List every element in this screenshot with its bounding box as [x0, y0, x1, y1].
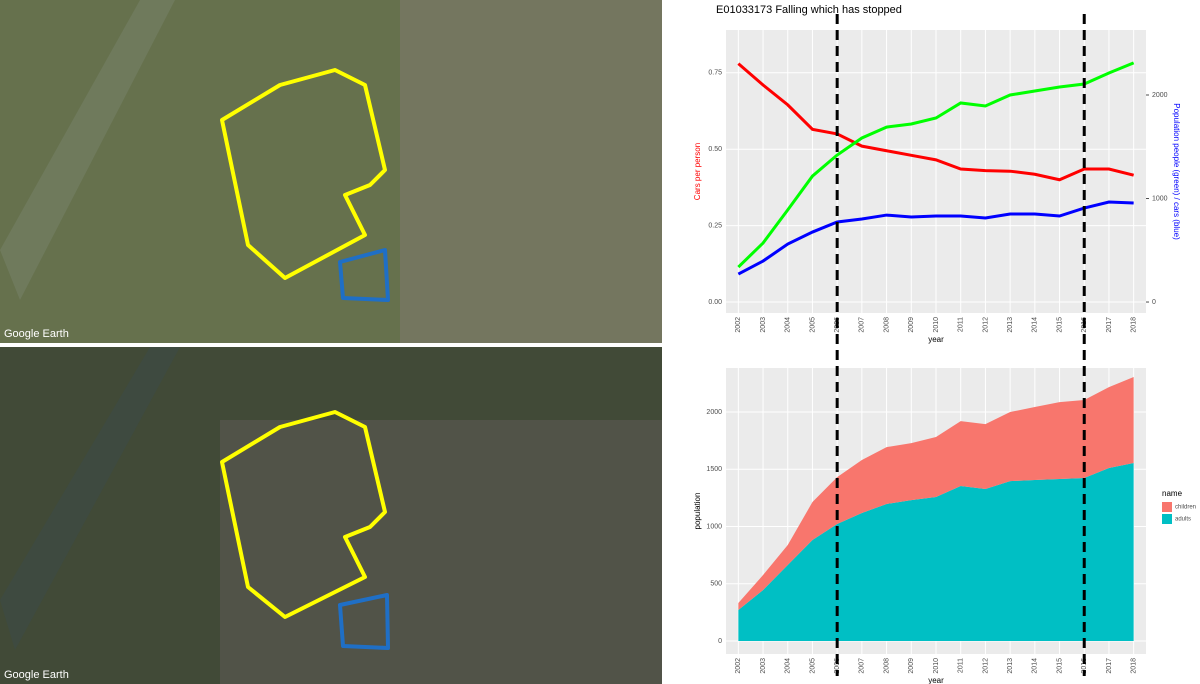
x-tick-label: 2002 — [735, 317, 742, 333]
y2-tick-label: 0 — [1152, 299, 1156, 306]
x-tick-label: 2004 — [785, 658, 792, 674]
y2-axis-title: Population people (green) / cars (blue) — [1172, 103, 1181, 240]
housing — [220, 420, 662, 684]
x-tick-label: 2012 — [982, 317, 989, 333]
x-tick-label: 2018 — [1130, 658, 1137, 674]
y-tick-label: 0.25 — [708, 222, 722, 229]
x-tick-label: 2018 — [1130, 317, 1137, 333]
x-tick-label: 2009 — [908, 317, 915, 333]
y-axis-title: population — [693, 493, 702, 530]
x-tick-label: 2010 — [933, 317, 940, 333]
y-tick-label: 1000 — [706, 523, 722, 530]
x-axis-title: year — [928, 335, 944, 344]
y-tick-label: 1500 — [706, 466, 722, 473]
satellite-images: Google Earth Google Earth — [0, 0, 662, 684]
x-tick-label: 2003 — [760, 317, 767, 333]
x-tick-label: 2003 — [760, 658, 767, 674]
watermark: Google Earth — [4, 328, 69, 340]
legend-title: name — [1162, 489, 1183, 498]
x-tick-label: 2008 — [883, 317, 890, 333]
x-tick-label: 2005 — [809, 317, 816, 333]
y-tick-label: 0.75 — [708, 70, 722, 77]
site-outline — [338, 593, 390, 650]
x-tick-label: 2011 — [958, 658, 965, 673]
river — [0, 0, 175, 300]
x-tick-label: 2015 — [1056, 658, 1063, 674]
river — [0, 347, 180, 650]
x-tick-label: 2002 — [735, 658, 742, 674]
x-tick-label: 2016 — [1081, 658, 1088, 674]
x-tick-label: 2010 — [933, 658, 940, 674]
watermark: Google Earth — [4, 669, 69, 681]
data-line — [737, 200, 1134, 276]
legend-swatch — [1162, 514, 1172, 524]
y-tick-label: 0.50 — [708, 146, 722, 153]
y-tick-label: 2000 — [706, 409, 722, 416]
x-tick-label: 2005 — [809, 658, 816, 674]
y2-tick-label: 1000 — [1152, 195, 1168, 202]
y2-tick-label: 2000 — [1152, 92, 1168, 99]
legend-label: children — [1175, 505, 1196, 511]
site-outline — [338, 248, 390, 302]
y-tick-label: 0 — [718, 638, 722, 645]
x-tick-label: 2007 — [859, 658, 866, 674]
x-tick-label: 2013 — [1007, 317, 1014, 333]
y-tick-label: 500 — [710, 581, 722, 588]
housing — [400, 0, 662, 343]
x-axis-title: year — [928, 676, 944, 684]
x-tick-label: 2014 — [1032, 317, 1039, 333]
data-line — [737, 61, 1135, 269]
y-axis-title: Cars per person — [693, 143, 702, 200]
x-tick-label: 2017 — [1106, 658, 1113, 674]
site-outline — [220, 68, 387, 280]
legend-label: adults — [1175, 517, 1191, 523]
legend-swatch — [1162, 502, 1172, 512]
area — [738, 377, 1134, 610]
y-tick-label: 0.00 — [708, 299, 722, 306]
x-tick-label: 2011 — [958, 317, 965, 332]
x-tick-label: 2004 — [785, 317, 792, 333]
x-tick-label: 2006 — [834, 658, 841, 674]
site-outline — [220, 410, 387, 619]
chart-title: E01033173 Falling which has stopped — [716, 4, 902, 16]
x-tick-label: 2015 — [1056, 317, 1063, 333]
data-line — [737, 62, 1135, 182]
x-tick-label: 2013 — [1007, 658, 1014, 674]
x-tick-label: 2007 — [859, 317, 866, 333]
x-tick-label: 2009 — [908, 658, 915, 674]
x-tick-label: 2012 — [982, 658, 989, 674]
x-tick-label: 2008 — [883, 658, 890, 674]
x-tick-label: 2017 — [1106, 317, 1113, 333]
x-tick-label: 2014 — [1032, 658, 1039, 674]
